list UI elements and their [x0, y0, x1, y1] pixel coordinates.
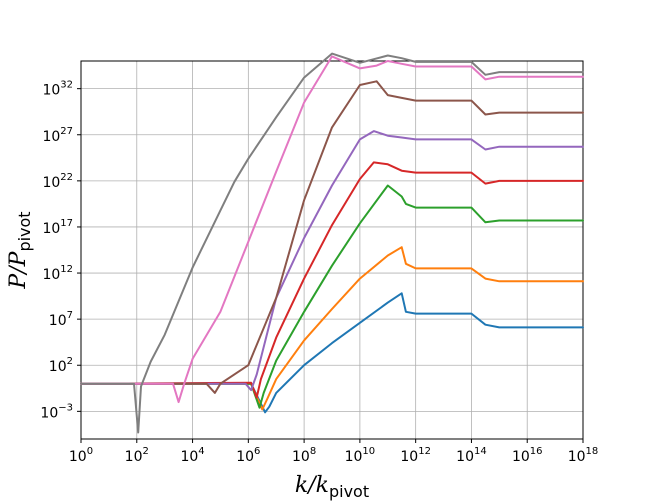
y-tick-exp: 22 [60, 172, 73, 183]
x-tick-label: 1012 [400, 446, 431, 465]
y-tick-base: 10 [42, 267, 60, 283]
series-line-8 [80, 52, 584, 434]
x-tick-label: 1010 [345, 446, 376, 465]
y-tick-base: 10 [49, 313, 67, 329]
x-tick-exp: 2 [143, 446, 149, 457]
x-axis-label: k/kpivot [295, 473, 369, 501]
plot-area-frame [80, 60, 584, 440]
x-tick-exp: 8 [310, 446, 316, 457]
x-tick-base: 10 [512, 449, 530, 465]
y-tick-label: 1032 [42, 80, 73, 99]
x-tick-exp: 6 [254, 446, 260, 457]
x-tick-label: 104 [180, 446, 204, 465]
x-tick-label: 1016 [512, 446, 543, 465]
series-line-2 [80, 246, 584, 411]
y-tick-exp: 12 [60, 264, 73, 275]
x-tick-label: 100 [69, 446, 93, 465]
y-tick-base: 10 [49, 359, 67, 375]
y-axis-label-sub: pivot [15, 211, 34, 251]
x-tick-base: 10 [236, 449, 254, 465]
x-tick-base: 10 [456, 449, 474, 465]
ticks: 100 102 104 106 108 1010 1012 1014 1016 101810−31… [40, 80, 598, 465]
x-axis-label-main: k/k [295, 473, 329, 498]
x-tick-base: 10 [568, 449, 586, 465]
y-tick-label: 102 [49, 356, 73, 375]
y-tick-base: 10 [42, 221, 60, 237]
x-tick-label: 106 [236, 446, 260, 465]
y-axis-label: P/Ppivot [6, 211, 34, 289]
x-tick-label: 102 [125, 446, 149, 465]
series-line-5 [80, 130, 584, 392]
x-tick-base: 10 [125, 449, 143, 465]
y-tick-exp: 32 [60, 80, 73, 91]
y-tick-exp: 7 [67, 310, 73, 321]
grid [80, 61, 584, 439]
x-tick-exp: 4 [198, 446, 204, 457]
y-tick-base: 10 [42, 83, 60, 99]
y-tick-base: 10 [42, 129, 60, 145]
series-line-6 [80, 80, 584, 394]
x-tick-exp: 10 [362, 446, 375, 457]
series-line-1 [80, 292, 584, 414]
series-line-3 [80, 184, 584, 409]
x-tick-label: 1018 [568, 446, 599, 465]
x-tick-exp: 0 [87, 446, 93, 457]
x-tick-base: 10 [180, 449, 198, 465]
series-line-7 [80, 55, 584, 404]
x-tick-base: 10 [69, 449, 87, 465]
y-tick-label: 1022 [42, 172, 73, 191]
y-tick-label: 10−3 [40, 402, 73, 421]
x-axis-label-sub: pivot [329, 482, 369, 501]
x-tick-exp: 14 [474, 446, 487, 457]
y-tick-base: 10 [42, 175, 60, 191]
x-tick-exp: 18 [586, 446, 599, 457]
x-tick-exp: 16 [530, 446, 543, 457]
x-tick-label: 108 [292, 446, 316, 465]
x-tick-exp: 12 [418, 446, 431, 457]
y-tick-label: 1012 [42, 264, 73, 283]
y-tick-exp: 27 [60, 126, 73, 137]
x-tick-label: 1014 [456, 446, 487, 465]
y-tick-exp: 17 [60, 218, 73, 229]
x-tick-base: 10 [345, 449, 363, 465]
x-tick-base: 10 [292, 449, 310, 465]
y-tick-label: 1017 [42, 218, 73, 237]
y-tick-exp: −3 [58, 402, 73, 413]
y-tick-label: 1027 [42, 126, 73, 145]
y-tick-exp: 2 [67, 356, 73, 367]
y-tick-base: 10 [40, 405, 58, 421]
series-line-4 [80, 161, 584, 399]
x-tick-base: 10 [400, 449, 418, 465]
series-group [80, 52, 584, 434]
y-tick-label: 107 [49, 310, 73, 329]
y-axis-label-main: P/P [6, 250, 31, 289]
